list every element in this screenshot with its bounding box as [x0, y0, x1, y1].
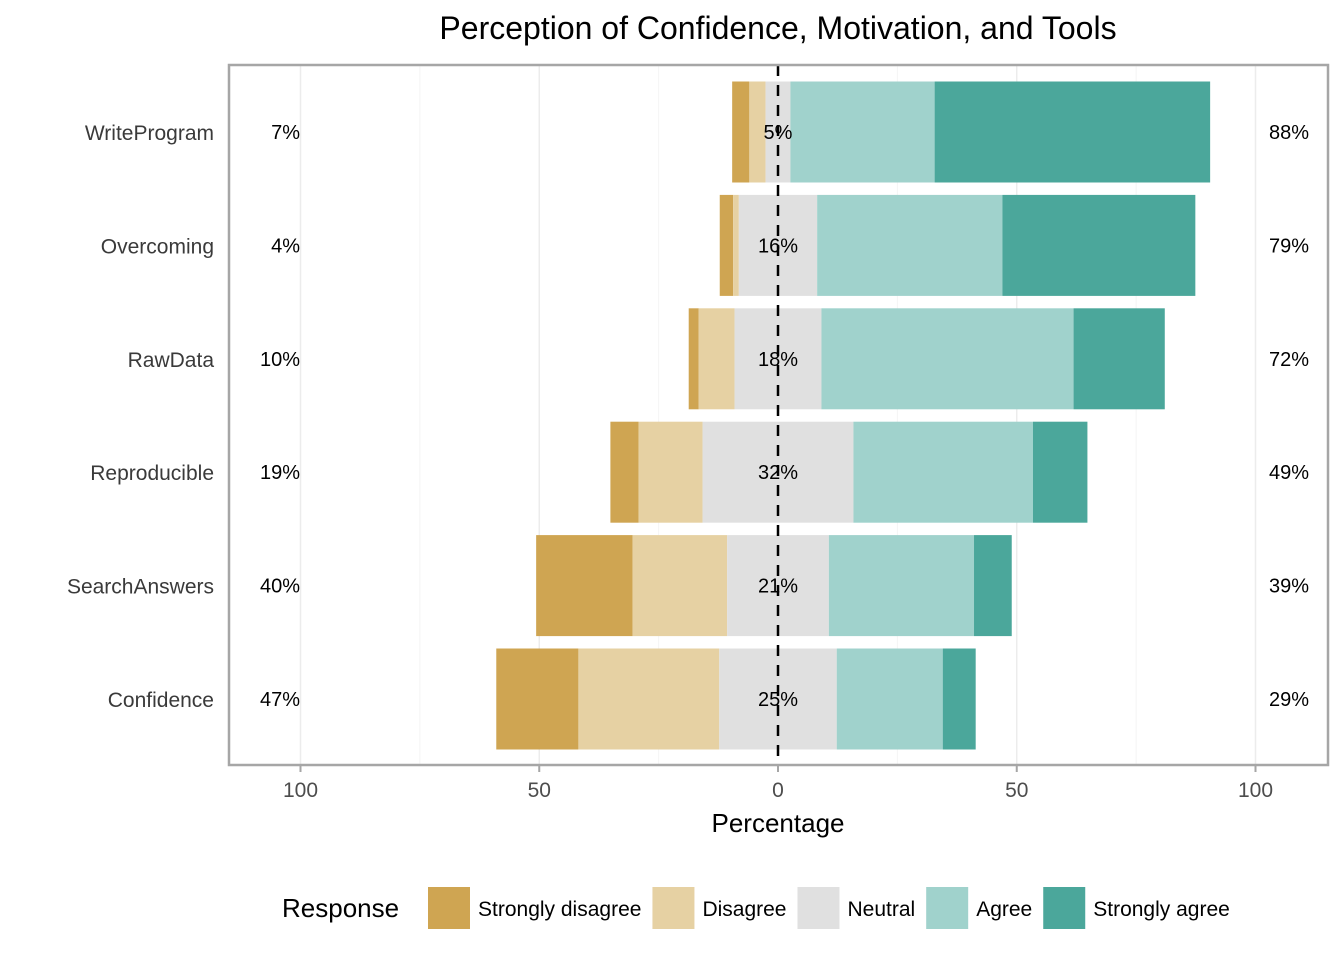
- bar-writeprogram-disagree: [749, 81, 766, 183]
- bar-searchanswers-disagree: [632, 535, 728, 637]
- percent-label-center: 21%: [758, 576, 798, 598]
- y-tick-label: Reproducible: [90, 462, 214, 485]
- bar-reproducible-strongly-agree: [1032, 421, 1088, 523]
- bar-searchanswers-agree: [828, 535, 975, 637]
- percent-label-right: 49%: [1269, 462, 1309, 484]
- bar-writeprogram-strongly-agree: [934, 81, 1211, 183]
- bar-writeprogram-strongly-disagree: [732, 81, 750, 183]
- percent-label-right: 29%: [1269, 689, 1309, 711]
- percent-label-right: 79%: [1269, 235, 1309, 257]
- percent-label-left: 7%: [271, 122, 300, 144]
- percent-label-center: 18%: [758, 349, 798, 371]
- percent-labels: 7% 5% 88% 4% 16% 79% 10% 18% 72% 19% 32% 49% 40% 21% 3…: [260, 122, 1309, 711]
- bar-confidence-disagree: [578, 648, 720, 750]
- y-tick-label: SearchAnswers: [67, 576, 214, 599]
- bar-overcoming-strongly-agree: [1002, 194, 1196, 296]
- percent-label-center: 25%: [758, 689, 798, 711]
- bar-searchanswers-strongly-agree: [974, 535, 1012, 637]
- bar-overcoming-agree: [817, 194, 1003, 296]
- bar-writeprogram-agree: [790, 81, 935, 183]
- percent-label-left: 4%: [271, 235, 300, 257]
- bar-confidence-strongly-agree: [942, 648, 976, 750]
- x-tick-label: 50: [1005, 779, 1028, 802]
- x-tick-label: 100: [1238, 779, 1273, 802]
- bar-reproducible-strongly-disagree: [610, 421, 639, 523]
- bar-searchanswers-strongly-disagree: [536, 535, 633, 637]
- y-tick-label: WriteProgram: [85, 122, 214, 145]
- legend-label-strongly-disagree: Strongly disagree: [478, 898, 641, 921]
- x-axis-ticks: 100 50 0 50 100: [283, 765, 1273, 802]
- percent-label-center: 5%: [764, 122, 793, 144]
- percent-label-center: 16%: [758, 235, 798, 257]
- bar-reproducible-agree: [853, 421, 1033, 523]
- percent-label-right: 88%: [1269, 122, 1309, 144]
- legend-label-strongly-agree: Strongly agree: [1093, 898, 1230, 921]
- y-axis-labels: WriteProgram Overcoming RawData Reproducibl…: [67, 122, 214, 712]
- legend-swatch-disagree: [652, 887, 695, 929]
- legend-label-neutral: Neutral: [847, 898, 915, 921]
- legend-swatch-neutral: [797, 887, 840, 929]
- legend-swatch-strongly-disagree: [428, 887, 470, 929]
- legend-swatch-agree: [926, 887, 969, 929]
- x-tick-label: 100: [283, 779, 318, 802]
- x-tick-label: 0: [772, 779, 784, 802]
- chart-title: Perception of Confidence, Motivation, an…: [439, 10, 1116, 46]
- x-axis-title: Percentage: [712, 808, 845, 838]
- bar-overcoming-disagree: [733, 194, 739, 296]
- bar-rawdata-strongly-disagree: [688, 308, 699, 410]
- percent-label-left: 40%: [260, 576, 300, 598]
- percent-label-center: 32%: [758, 462, 798, 484]
- legend-label-disagree: Disagree: [702, 898, 786, 921]
- percent-label-right: 72%: [1269, 349, 1309, 371]
- percent-label-left: 19%: [260, 462, 300, 484]
- bar-reproducible-disagree: [638, 421, 703, 523]
- legend: Response Strongly disagree Disagree Neutra…: [282, 887, 1230, 929]
- legend-title: Response: [282, 893, 399, 923]
- legend-label-agree: Agree: [976, 898, 1032, 921]
- bar-confidence-agree: [836, 648, 943, 750]
- y-tick-label: Confidence: [108, 689, 214, 712]
- bar-confidence-strongly-disagree: [496, 648, 579, 750]
- bar-rawdata-strongly-agree: [1073, 308, 1165, 410]
- percent-label-right: 39%: [1269, 576, 1309, 598]
- bar-overcoming-strongly-disagree: [719, 194, 734, 296]
- bar-rawdata-agree: [821, 308, 1074, 410]
- legend-swatch-strongly-agree: [1043, 887, 1086, 929]
- percent-label-left: 10%: [260, 349, 300, 371]
- bar-rawdata-disagree: [698, 308, 735, 410]
- y-tick-label: RawData: [128, 349, 215, 372]
- y-tick-label: Overcoming: [101, 235, 214, 258]
- x-tick-label: 50: [528, 779, 551, 802]
- bars: [496, 81, 1211, 750]
- percent-label-left: 47%: [260, 689, 300, 711]
